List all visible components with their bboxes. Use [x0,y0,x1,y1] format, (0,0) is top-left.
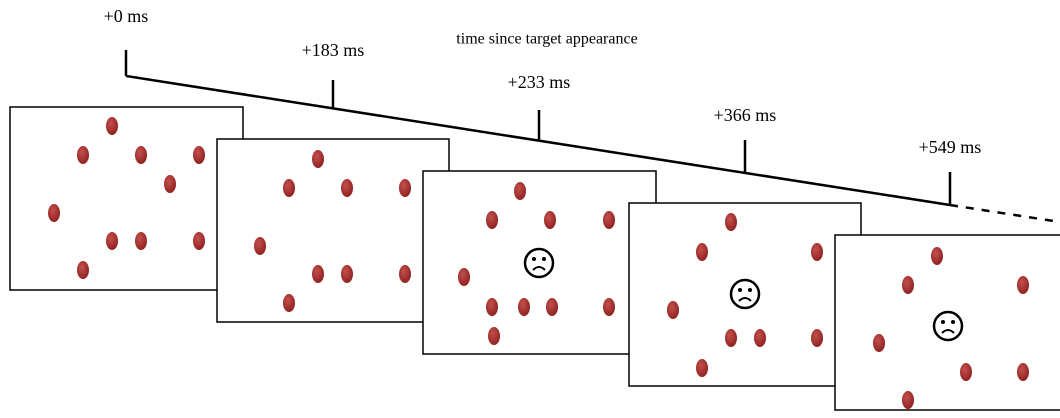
face-eye [951,320,955,324]
distractor-dot [811,329,823,347]
timeline-label: +366 ms [714,105,777,125]
distractor-dot [546,298,558,316]
face-eye [738,288,742,292]
distractor-dot [341,179,353,197]
distractor-dot [106,117,118,135]
distractor-dot [960,363,972,381]
distractor-dot [283,294,295,312]
timeline-label: +233 ms [508,72,571,92]
face-mouth [532,266,546,271]
timeline-label: +549 ms [919,137,982,157]
distractor-dot [811,243,823,261]
distractor-dot [486,211,498,229]
timeline: +0 ms +183 ms +233 ms +366 ms +549 ms [104,6,1060,224]
distractor-dot [873,334,885,352]
distractor-dot [931,247,943,265]
distractor-dot [135,146,147,164]
distractor-dot [725,213,737,231]
distractor-dot [458,268,470,286]
stimulus-frame [422,170,657,355]
distractor-dot [667,301,679,319]
face-eye [748,288,752,292]
distractor-dot [312,150,324,168]
target-face [729,278,761,310]
stimulus-frame [216,138,450,323]
distractor-dot [603,211,615,229]
stimulus-frame [628,202,862,387]
distractor-dot [193,232,205,250]
frame-border [9,106,244,291]
face-eye [542,257,546,261]
distractor-dot [106,232,118,250]
distractor-dot [1017,363,1029,381]
frame-border [216,138,450,323]
target-face [523,247,555,279]
distractor-dot [77,146,89,164]
distractor-dot [902,276,914,294]
title: time since target appearance [456,31,637,48]
distractor-dot [902,391,914,409]
distractor-dot [725,329,737,347]
stimulus-frame [834,234,1060,411]
distractor-dot [48,204,60,222]
distractor-dot [399,179,411,197]
stimulus-frame [9,106,244,291]
distractor-dot [1017,276,1029,294]
distractor-dot [164,175,176,193]
distractor-dot [283,179,295,197]
face-outline [729,278,761,310]
distractor-dot [193,146,205,164]
timeline-label: +183 ms [302,40,365,60]
face-eye [532,257,536,261]
distractor-dot [754,329,766,347]
distractor-dot [341,265,353,283]
distractor-dot [399,265,411,283]
face-outline [932,310,964,342]
distractor-dot [544,211,556,229]
distractor-dot [696,359,708,377]
distractor-dot [603,298,615,316]
face-mouth [738,297,752,302]
distractor-dot [488,327,500,345]
distractor-dot [514,182,526,200]
panels [9,106,1060,411]
distractor-dot [518,298,530,316]
timeline-continuation [949,203,1060,224]
distractor-dot [486,298,498,316]
timeline-axis [125,74,951,207]
timeline-label: +0 ms [104,6,149,26]
face-eye [941,320,945,324]
distractor-dot [135,232,147,250]
distractor-dot [254,237,266,255]
face-mouth [941,329,955,334]
distractor-dot [77,261,89,279]
distractor-dot [312,265,324,283]
target-face [932,310,964,342]
distractor-dot [696,243,708,261]
face-outline [523,247,555,279]
